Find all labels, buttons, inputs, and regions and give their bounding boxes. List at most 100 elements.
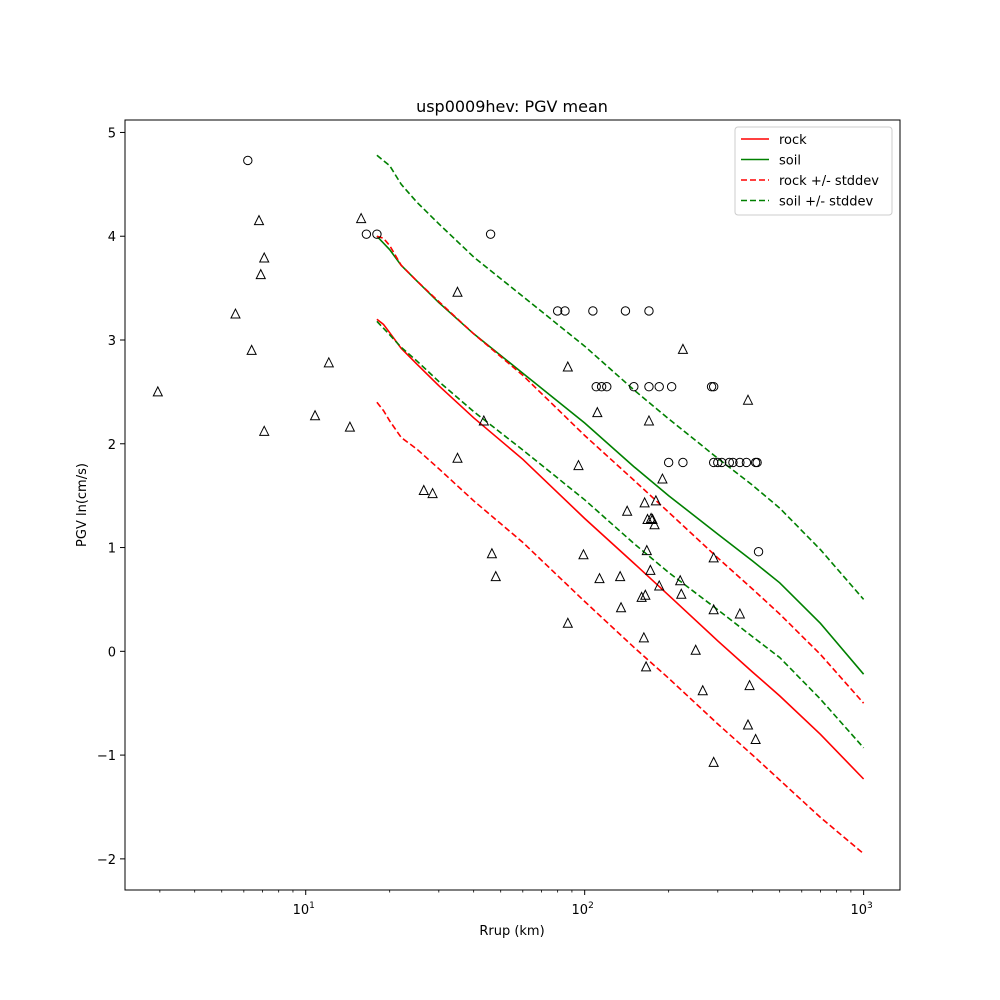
plot-lines — [376, 154, 865, 855]
data-point-triangle — [621, 505, 633, 516]
y-tick-label: 2 — [108, 438, 116, 453]
y-tick-label: 3 — [108, 334, 116, 349]
data-point-circle — [741, 457, 752, 468]
data-point-triangle — [344, 421, 356, 432]
data-point-circle — [372, 229, 382, 239]
data-point-circle — [708, 381, 719, 392]
data-point-triangle — [742, 718, 754, 730]
data-point-triangle — [640, 589, 651, 600]
data-point-triangle — [594, 572, 605, 584]
data-point-triangle — [643, 414, 655, 426]
data-point-triangle — [230, 307, 241, 319]
data-point-triangle — [418, 484, 430, 495]
data-point-circle — [620, 306, 631, 316]
data-point-circle — [485, 229, 496, 239]
data-point-circle — [591, 381, 601, 392]
data-point-circle — [678, 457, 688, 468]
data-point-circle — [588, 306, 598, 316]
data-point-circle — [663, 457, 674, 468]
data-point-triangle — [674, 574, 686, 586]
data-point-triangle — [742, 394, 754, 405]
y-axis-label: PGV ln(cm/s) — [75, 463, 90, 547]
legend-label: soil — [779, 154, 801, 169]
data-point-triangle — [750, 733, 761, 745]
y-tick-label: 1 — [108, 542, 116, 557]
data-point-triangle — [323, 356, 335, 368]
data-point-circle — [644, 381, 654, 392]
data-point-triangle — [258, 425, 270, 436]
data-point-triangle — [653, 579, 665, 591]
series-line-soil-stddev — [376, 154, 865, 600]
data-point-triangle — [490, 570, 502, 582]
data-point-triangle — [562, 360, 574, 372]
data-point-triangle — [253, 214, 265, 226]
data-point-triangle — [641, 544, 653, 556]
series-line-stddev — [376, 401, 865, 855]
y-tick-label: 4 — [108, 230, 116, 245]
data-point-circle — [629, 381, 639, 392]
data-point-triangle — [638, 631, 650, 643]
y-tick-label: 5 — [108, 126, 116, 141]
data-point-triangle — [636, 591, 647, 602]
data-point-circle — [654, 381, 664, 392]
plot-frame — [124, 119, 901, 891]
data-point-triangle — [708, 603, 719, 615]
y-tick-label: −2 — [97, 853, 116, 868]
data-point-triangle — [677, 343, 689, 354]
data-point-triangle — [562, 617, 574, 628]
data-point-triangle — [592, 406, 603, 418]
data-point-triangle — [478, 414, 490, 426]
data-point-triangle — [708, 756, 719, 767]
data-point-triangle — [675, 588, 687, 599]
y-tick-label: −1 — [97, 749, 116, 764]
data-point-triangle — [578, 548, 589, 560]
data-point-circle — [644, 306, 654, 316]
series-line-stddev — [376, 320, 865, 749]
data-point-triangle — [152, 385, 164, 397]
chart-title: usp0009hev: PGV mean — [416, 97, 608, 116]
data-point-circle — [361, 229, 372, 239]
data-point-circle — [243, 155, 253, 166]
data-point-circle — [713, 457, 723, 468]
data-point-triangle — [708, 551, 719, 563]
data-point-circle — [560, 306, 570, 316]
series-line-rock-stddev — [376, 235, 865, 704]
data-point-circle — [753, 546, 764, 557]
x-tick-exponent: 3 — [867, 901, 873, 911]
series-line-rock — [376, 318, 865, 780]
data-point-triangle — [645, 512, 657, 523]
y-tick-label: 0 — [108, 645, 116, 660]
x-axis-label: Rrup (km) — [479, 924, 544, 939]
data-point-triangle — [355, 212, 367, 224]
data-point-circle — [666, 381, 677, 392]
data-point-triangle — [734, 607, 746, 619]
legend-label: rock — [779, 133, 807, 148]
data-point-triangle — [615, 601, 627, 613]
data-point-circle — [724, 457, 735, 468]
data-point-triangle — [649, 518, 660, 530]
data-point-circle — [735, 457, 745, 468]
plot-markers — [152, 155, 764, 767]
data-point-triangle — [452, 286, 463, 297]
x-tick-exponent: 2 — [588, 901, 594, 911]
data-point-circle — [602, 381, 612, 392]
data-point-triangle — [258, 251, 270, 263]
data-point-circle — [728, 457, 738, 468]
data-point-triangle — [427, 487, 438, 499]
legend: rock soil rock +/- stddev soil +/- stddev — [734, 126, 893, 216]
legend-label: soil +/- stddev — [779, 195, 874, 210]
data-point-circle — [596, 381, 607, 392]
data-point-triangle — [657, 472, 668, 484]
data-point-triangle — [309, 409, 321, 421]
data-point-circle — [717, 457, 727, 468]
data-point-triangle — [640, 660, 652, 672]
data-point-triangle — [645, 564, 656, 575]
data-point-triangle — [614, 570, 626, 582]
legend-label: rock +/- stddev — [779, 174, 879, 189]
legend-box — [734, 126, 893, 216]
data-point-triangle — [744, 679, 755, 691]
data-point-circle — [752, 457, 762, 468]
data-point-triangle — [486, 547, 498, 559]
data-point-circle — [552, 306, 563, 316]
